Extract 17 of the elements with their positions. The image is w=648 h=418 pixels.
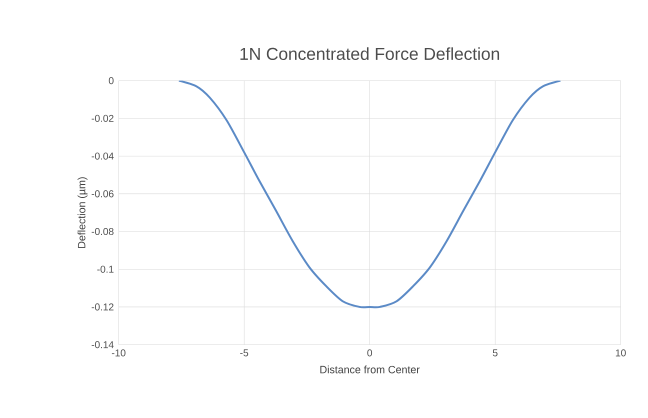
- x-tick-label: 0: [367, 349, 372, 356]
- x-axis-title: Distance from Center: [320, 366, 420, 374]
- y-tick-label: -0.02: [92, 114, 114, 122]
- y-tick-label: -0.04: [92, 152, 114, 160]
- chart-title: 1N Concentrated Force Deflection: [240, 47, 500, 60]
- y-tick-label: -0.1: [97, 266, 114, 273]
- y-tick-label: -0.12: [92, 303, 114, 310]
- x-tick-label: 5: [492, 349, 498, 356]
- y-tick-label: -0.08: [92, 228, 114, 236]
- x-tick-label: -5: [240, 349, 248, 356]
- y-tick-label: 0: [108, 77, 114, 84]
- y-tick-label: -0.06: [92, 190, 114, 198]
- x-tick-label: -10: [112, 349, 126, 356]
- y-axis-title: Deflection (µm): [78, 177, 88, 248]
- line-series: [178, 80, 562, 308]
- y-tick-label: -0.14: [92, 341, 114, 348]
- x-tick-label: 10: [616, 349, 626, 356]
